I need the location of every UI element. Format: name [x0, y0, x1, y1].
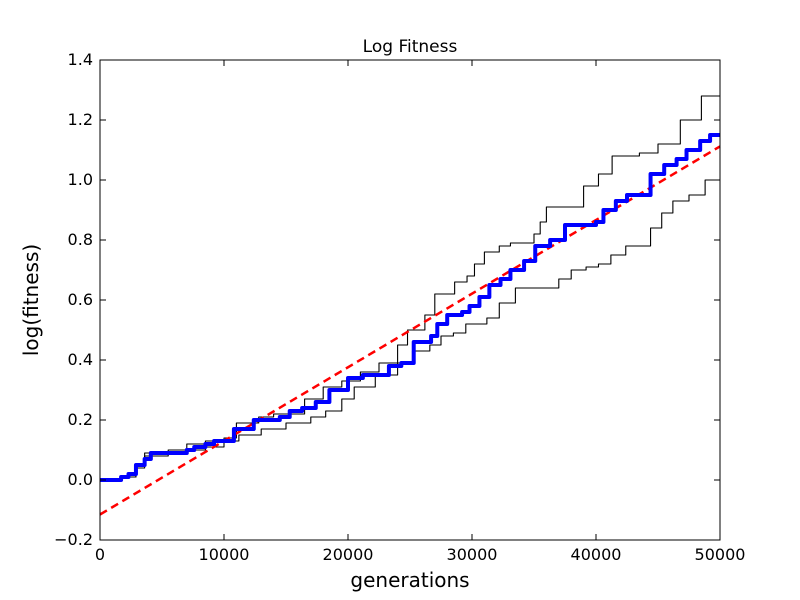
x-tick-label: 0 [95, 545, 105, 564]
y-tick-label: −0.2 [54, 530, 93, 549]
y-tick-label: 1.4 [68, 50, 93, 69]
x-tick-label: 10000 [199, 545, 250, 564]
x-tick-label: 20000 [323, 545, 374, 564]
series-line-mean [100, 133, 720, 482]
y-tick-label: 1.0 [68, 170, 93, 189]
series-layer [99, 95, 721, 516]
y-tick-label: 0.2 [68, 410, 93, 429]
y-tick-label: 0.6 [68, 290, 93, 309]
y-axis-label: log(fitness) [19, 244, 43, 356]
x-tick-label: 30000 [447, 545, 498, 564]
y-tick-label: 0.8 [68, 230, 93, 249]
y-tick-label: 1.2 [68, 110, 93, 129]
chart-title: Log Fitness [363, 37, 458, 57]
x-tick-label: 40000 [571, 545, 622, 564]
tick-layer: 0 10000 20000 30000 40000 50000 −0.2 0.0 0.2 0.4 0… [54, 50, 745, 564]
y-tick-label: 0.0 [68, 470, 93, 489]
x-tick-label: 50000 [695, 545, 746, 564]
y-tick-label: 0.4 [68, 350, 93, 369]
x-axis-label: generations [350, 568, 469, 592]
